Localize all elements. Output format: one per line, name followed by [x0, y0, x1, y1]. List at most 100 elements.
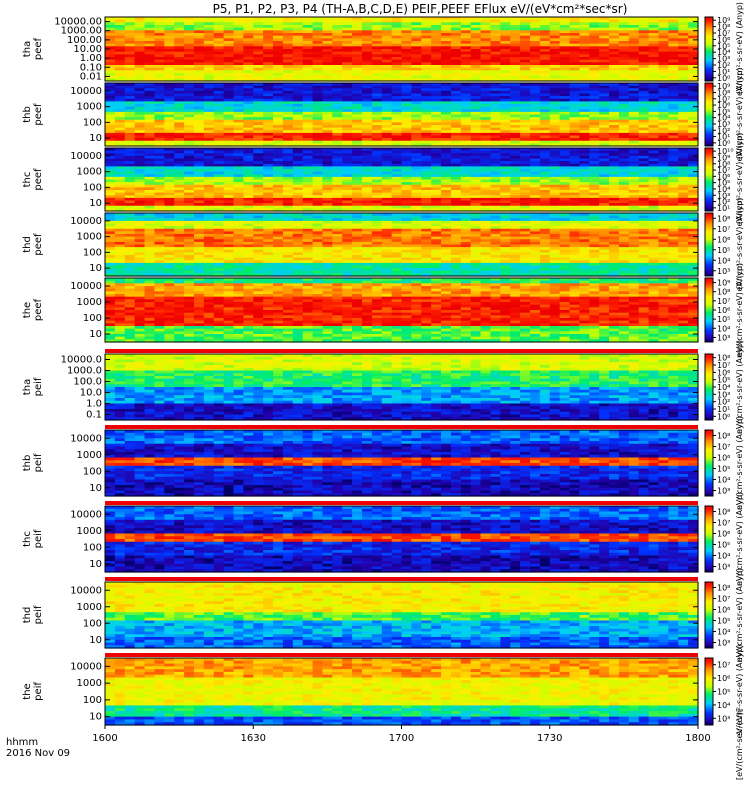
spectrogram-cell [401, 67, 412, 71]
spectrogram-cell [460, 19, 472, 23]
spectrogram-cell [490, 78, 501, 82]
spectrogram-cell [391, 73, 403, 77]
spectrogram-cell [401, 43, 412, 47]
spectrogram-cell [678, 119, 689, 123]
spectrogram-cell [332, 22, 343, 26]
spectrogram-cell [322, 73, 333, 77]
spectrogram-cell [658, 114, 669, 118]
spectrogram-cell [243, 62, 254, 66]
colorbar-tick-label: 10¹ [717, 67, 730, 76]
spectrogram-cell [658, 57, 669, 61]
spectrogram-cell [638, 111, 650, 116]
spectrogram-cell [401, 38, 412, 42]
spectrogram-cell [105, 122, 116, 126]
spectrogram-cell [618, 96, 630, 100]
spectrogram-cell [352, 17, 363, 21]
y-tick-label: 0.01 [80, 71, 102, 82]
spectrogram-cell [233, 88, 244, 92]
spectrogram-cell [203, 59, 215, 63]
spectrogram-cell [678, 43, 689, 47]
spectrogram-cell [579, 51, 590, 55]
spectrogram-cell [114, 27, 126, 31]
spectrogram-cell [559, 101, 571, 105]
spectrogram-cell [154, 67, 165, 71]
spectrogram-cell [292, 41, 304, 45]
spectrogram-cell [431, 38, 442, 42]
spectrogram-cell [371, 54, 383, 58]
spectrogram-cell [549, 22, 561, 26]
spectrogram-cell [421, 67, 432, 71]
spectrogram-cell [688, 41, 699, 45]
spectrogram-cell [391, 27, 403, 31]
spectrogram-cell [223, 27, 235, 31]
spectrogram-cell [302, 119, 314, 123]
spectrogram-cell [174, 41, 185, 45]
spectrogram-cell [105, 98, 116, 102]
spectrogram-cell [648, 33, 660, 37]
spectrogram-cell [144, 17, 156, 21]
spectrogram-cell [431, 43, 442, 47]
spectrogram-cell [529, 33, 541, 37]
spectrogram-cell [312, 22, 324, 26]
spectrogram-cell [678, 41, 689, 45]
spectrogram-cell [569, 51, 580, 55]
spectrogram-cell [431, 106, 442, 110]
spectrogram-cell [114, 19, 126, 23]
spectrogram-cell [450, 98, 462, 102]
spectrogram-cell [450, 51, 462, 55]
spectrogram-cell [441, 43, 452, 47]
spectrogram-cell [105, 22, 116, 26]
spectrogram-cell [233, 38, 244, 42]
spectrogram-cell [678, 19, 689, 23]
spectrogram-cell [223, 67, 235, 71]
spectrogram-cell [292, 35, 304, 39]
spectrogram-cell [401, 75, 412, 79]
spectrogram-cell [529, 35, 541, 39]
spectrogram-cell [154, 49, 165, 53]
spectrogram-cell [500, 75, 511, 79]
spectrogram-cell [213, 22, 225, 26]
spectrogram-cell [223, 106, 235, 110]
spectrogram-cell [599, 106, 610, 110]
spectrogram-cell [668, 51, 679, 55]
spectrogram-cell [529, 109, 541, 113]
spectrogram-cell [371, 38, 383, 42]
spectrogram-cell [174, 90, 185, 95]
spectrogram-cell [460, 67, 472, 71]
spectrogram-cell [480, 70, 492, 74]
spectrogram-cell [391, 54, 403, 58]
spectrogram-cell [263, 62, 274, 66]
spectrogram-cell [559, 119, 571, 123]
spectrogram-cell [618, 54, 630, 58]
spectrogram-cell [273, 106, 284, 110]
spectrogram-cell [322, 70, 333, 74]
spectrogram-cell [609, 49, 620, 53]
spectrogram-cell [233, 111, 244, 116]
spectrogram-cell [164, 38, 175, 42]
spectrogram-cell [154, 73, 165, 77]
spectrogram-cell [213, 35, 225, 39]
spectrogram-cell [401, 49, 412, 53]
spectrogram-cell [312, 51, 324, 55]
spectrogram-cell [312, 122, 324, 126]
spectrogram-cell [569, 78, 580, 82]
spectrogram-cell [223, 33, 235, 37]
spectrogram-cell [233, 19, 244, 23]
spectrogram-cell [154, 101, 165, 105]
spectrogram-cell [658, 43, 669, 47]
spectrogram-cell [450, 78, 462, 82]
spectrogram-cell [569, 57, 580, 61]
spectrogram-cell [184, 67, 195, 71]
spectrogram-cell [431, 51, 442, 55]
spectrogram-cell [520, 83, 531, 87]
spectrogram-cell [401, 19, 412, 23]
colorbar-tick-label: 10⁸ [717, 23, 730, 32]
spectrogram-cell [164, 83, 175, 87]
spectrogram-cell [628, 65, 640, 69]
spectrogram-cell [213, 46, 225, 50]
spectrogram-cell [292, 98, 304, 102]
spectrogram-cell [144, 78, 156, 82]
spectrogram-cell [510, 75, 521, 79]
spectrogram-cell [381, 104, 393, 108]
spectrogram-cell [401, 83, 412, 87]
